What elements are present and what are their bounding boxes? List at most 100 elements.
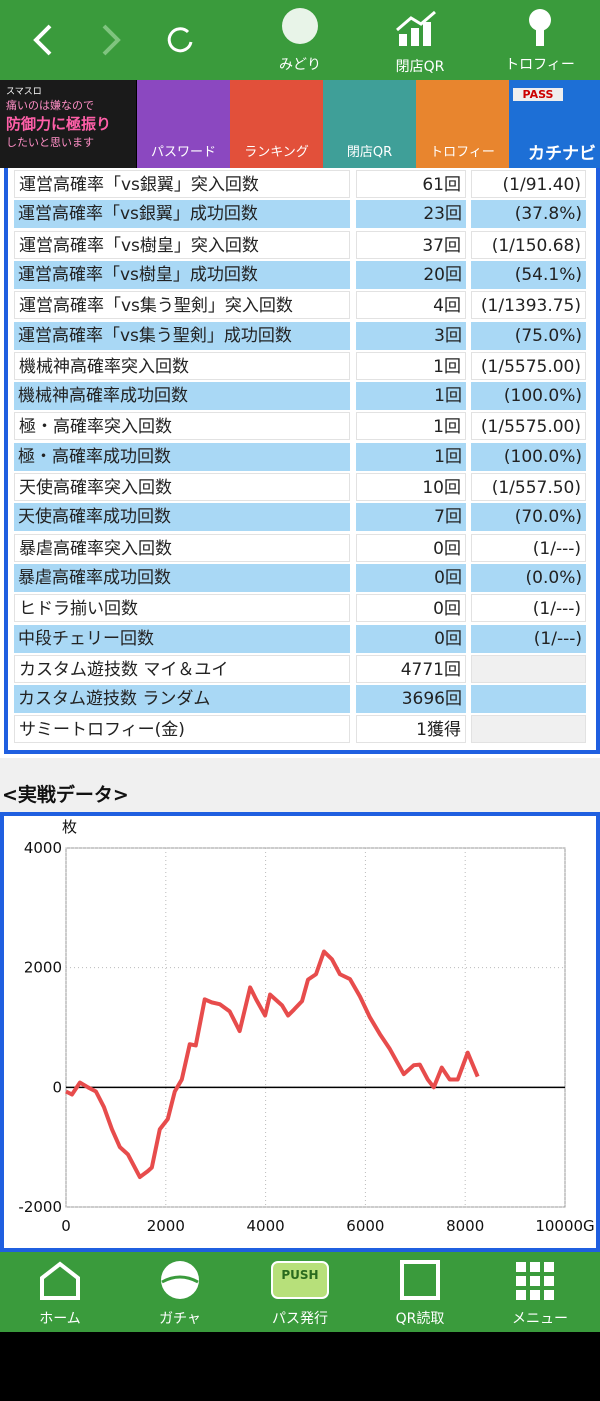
table-row: 極・高確率成功回数 1回 (100.0%)	[14, 442, 586, 471]
table-row: 天使高確率突入回数 10回 (1/557.50)	[14, 473, 586, 501]
count-cell: 3696回	[356, 685, 466, 714]
tab-label: 閉店QR	[346, 145, 393, 160]
rate-cell: (1/---)	[471, 594, 586, 623]
rate-cell: (1/1393.75)	[471, 291, 586, 320]
table-area: 運営高確率「vs銀翼」突入回数 61回 (1/91.40) 運営高確率「vs銀翼」成功…	[0, 168, 600, 758]
table-row: 運営高確率「vs樹皇」成功回数 20回 (54.1%)	[14, 260, 586, 289]
count-cell: 0回	[356, 533, 466, 562]
rate-cell: (1/557.50)	[471, 473, 586, 501]
x-tick-label: 6000	[346, 1217, 384, 1235]
label-cell: 極・高確率突入回数	[14, 412, 350, 441]
label-cell: 暴虐高確率成功回数	[14, 563, 350, 592]
count-cell: 61回	[356, 170, 466, 198]
rate-cell: (0.0%)	[471, 563, 586, 592]
bottom-label[interactable]: QR読取	[395, 1311, 445, 1327]
count-cell: 3回	[356, 321, 466, 350]
tab[interactable]: パスワード	[137, 80, 230, 168]
rate-cell: (1/---)	[471, 624, 586, 653]
y-tick-label: -2000	[18, 1198, 62, 1216]
nav-label[interactable]: みどり	[279, 57, 321, 73]
count-cell: 1回	[356, 351, 466, 380]
qr-icon	[396, 10, 436, 46]
tab[interactable]: トロフィー	[416, 80, 509, 168]
table-row: 運営高確率「vs樹皇」突入回数 37回 (1/150.68)	[14, 230, 586, 259]
table-row: 暴虐高確率突入回数 0回 (1/---)	[14, 533, 586, 562]
midori-icon[interactable]	[282, 8, 318, 44]
rate-cell: (1/---)	[471, 533, 586, 562]
x-tick-label: 10000G	[535, 1217, 594, 1235]
data-line	[65, 949, 480, 1180]
tab[interactable]: 閉店QR	[323, 80, 416, 168]
logo-text: スマスロ	[6, 87, 42, 97]
rate-cell: (1/5575.00)	[471, 351, 586, 380]
x-tick-label: 0	[61, 1217, 71, 1235]
table-row: 極・高確率突入回数 1回 (1/5575.00)	[14, 412, 586, 441]
label-cell: カスタム遊技数 マイ＆ユイ	[14, 654, 350, 683]
rate-cell: (100.0%)	[471, 382, 586, 411]
trophy-icon	[529, 9, 551, 46]
label-cell: 中段チェリー回数	[14, 624, 350, 653]
rate-cell: (1/5575.00)	[471, 412, 586, 441]
tab-label: ランキング	[244, 145, 309, 160]
rate-cell: (75.0%)	[471, 321, 586, 350]
label-cell: 運営高確率「vs集う聖剣」成功回数	[14, 321, 350, 350]
table-row: 暴虐高確率成功回数 0回 (0.0%)	[14, 563, 586, 592]
label-cell: 天使高確率突入回数	[14, 473, 350, 501]
table-row: ヒドラ揃い回数 0回 (1/---)	[14, 594, 586, 623]
label-cell: 運営高確率「vs銀翼」突入回数	[14, 170, 350, 198]
bottom-label[interactable]: ガチャ	[159, 1311, 201, 1327]
table-row: 運営高確率「vs集う聖剣」成功回数 3回 (75.0%)	[14, 321, 586, 350]
table-row: 運営高確率「vs銀翼」突入回数 61回 (1/91.40)	[14, 170, 586, 198]
label-cell: 暴虐高確率突入回数	[14, 533, 350, 562]
bottom-label[interactable]: ホーム	[39, 1311, 81, 1327]
logo: スマスロ 痛いのは嫌なので 防御力に極振り したいと思います	[0, 80, 136, 168]
count-cell: 1回	[356, 442, 466, 471]
nav-label[interactable]: 閉店QR	[395, 59, 445, 75]
count-cell: 1回	[356, 412, 466, 441]
x-tick-label: 2000	[147, 1217, 185, 1235]
rate-cell: (70.0%)	[471, 503, 586, 532]
label-cell: 機械神高確率成功回数	[14, 382, 350, 411]
nav-label[interactable]: トロフィー	[505, 57, 575, 73]
rate-cell	[471, 654, 586, 683]
count-cell: 0回	[356, 563, 466, 592]
rate-cell: (1/91.40)	[471, 170, 586, 198]
logo-text: 防御力に極振り	[6, 115, 112, 133]
rate-cell: (1/150.68)	[471, 230, 586, 259]
count-cell: 1回	[356, 382, 466, 411]
count-cell: 20回	[356, 260, 466, 289]
rate-cell	[471, 685, 586, 714]
bottom-label[interactable]: パス発行	[272, 1311, 328, 1327]
y-tick-label: 0	[52, 1078, 62, 1096]
pass-badge: PASS	[513, 88, 563, 101]
section-title: <実戦データ>	[0, 758, 600, 812]
label-cell: カスタム遊技数 ランダム	[14, 685, 350, 714]
table-row: 中段チェリー回数 0回 (1/---)	[14, 624, 586, 653]
table-row: 機械神高確率突入回数 1回 (1/5575.00)	[14, 351, 586, 380]
rate-cell: (54.1%)	[471, 260, 586, 289]
y-tick-label: 2000	[24, 959, 62, 977]
count-cell: 10回	[356, 473, 466, 501]
count-cell: 4回	[356, 291, 466, 320]
x-tick-label: 8000	[446, 1217, 484, 1235]
bottom-label[interactable]: メニュー	[512, 1311, 568, 1327]
table-frame	[4, 168, 600, 754]
table-row: 運営高確率「vs銀翼」成功回数 23回 (37.8%)	[14, 200, 586, 229]
count-cell: 0回	[356, 594, 466, 623]
plot-area	[65, 847, 566, 1208]
tab-label: パスワード	[150, 145, 216, 160]
brand[interactable]: PASS カチナビ	[509, 80, 600, 168]
nav-icons	[33, 24, 193, 56]
rate-cell: (100.0%)	[471, 442, 586, 471]
rate-cell: (37.8%)	[471, 200, 586, 229]
bottom-icons	[40, 1260, 554, 1300]
top-bar: みどり 閉店QR トロフィー	[0, 0, 600, 80]
tab[interactable]: ランキング	[230, 80, 323, 168]
logo-text: したいと思います	[6, 136, 94, 149]
table-row: カスタム遊技数 ランダム 3696回	[14, 685, 586, 714]
rate-cell	[471, 715, 586, 744]
label-cell: サミートロフィー(金)	[14, 715, 350, 744]
y-tick-label: 4000	[24, 839, 62, 857]
count-cell: 37回	[356, 230, 466, 259]
